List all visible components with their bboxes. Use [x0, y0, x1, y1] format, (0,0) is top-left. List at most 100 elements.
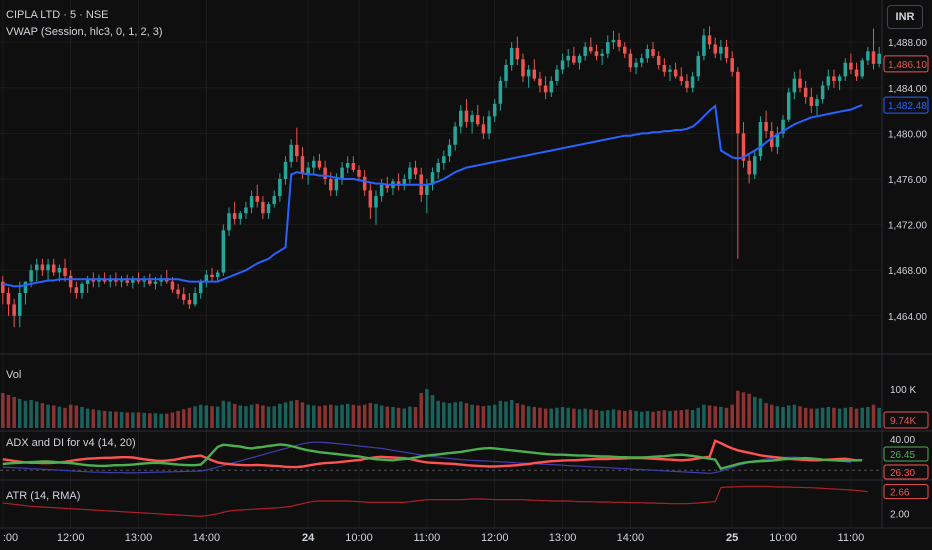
volume-bar[interactable]	[306, 404, 310, 428]
candle-body[interactable]	[68, 275, 73, 288]
volume-bar[interactable]	[312, 405, 316, 428]
volume-bar[interactable]	[803, 407, 808, 428]
candle-body[interactable]	[606, 42, 610, 54]
candle-body[interactable]	[170, 281, 175, 290]
volume-bar[interactable]	[453, 402, 457, 428]
volume-bar[interactable]	[125, 412, 129, 428]
candle-body[interactable]	[826, 76, 831, 86]
candle-body[interactable]	[543, 85, 548, 93]
volume-pane-title[interactable]: Vol	[6, 369, 22, 381]
volume-bar[interactable]	[34, 401, 39, 428]
candle-body[interactable]	[719, 46, 723, 54]
candle-body[interactable]	[80, 283, 84, 293]
volume-bar[interactable]	[741, 392, 746, 428]
volume-bar[interactable]	[769, 404, 774, 428]
volume-bar[interactable]	[368, 403, 373, 428]
volume-bar[interactable]	[719, 407, 723, 428]
volume-bar[interactable]	[442, 402, 446, 428]
volume-bar[interactable]	[187, 407, 192, 428]
volume-bar[interactable]	[555, 407, 559, 428]
volume-bar[interactable]	[820, 407, 825, 428]
vwap-legend[interactable]: VWAP (Session, hlc3, 0, 1, 2, 3)	[6, 26, 163, 38]
candle-body[interactable]	[85, 279, 90, 284]
volume-bar[interactable]	[385, 406, 390, 428]
candle-body[interactable]	[532, 69, 537, 79]
candle-body[interactable]	[12, 304, 16, 316]
candle-body[interactable]	[91, 279, 96, 282]
volume-bar[interactable]	[345, 403, 350, 428]
volume-bar[interactable]	[849, 407, 853, 428]
candle-body[interactable]	[736, 71, 740, 134]
volume-pane[interactable]	[1, 389, 881, 428]
candle-body[interactable]	[374, 196, 378, 208]
candle-body[interactable]	[566, 55, 570, 61]
volume-bar[interactable]	[871, 404, 876, 428]
volume-bar[interactable]	[204, 405, 209, 428]
candle-body[interactable]	[679, 76, 684, 81]
volume-bar[interactable]	[781, 407, 785, 428]
volume-bar[interactable]	[362, 404, 367, 428]
volume-bar[interactable]	[690, 410, 695, 428]
candle-body[interactable]	[283, 161, 288, 179]
volume-bar[interactable]	[753, 396, 757, 428]
volume-bar[interactable]	[606, 410, 610, 428]
atr-line[interactable]	[2, 485, 868, 517]
candle-body[interactable]	[18, 293, 22, 316]
candle-body[interactable]	[634, 62, 638, 68]
candle-body[interactable]	[51, 264, 56, 273]
volume-bar[interactable]	[436, 400, 440, 428]
candle-body[interactable]	[300, 156, 305, 174]
volume-bar[interactable]	[29, 400, 33, 428]
candle-body[interactable]	[843, 62, 848, 77]
volume-bar[interactable]	[826, 407, 831, 428]
volume-bar[interactable]	[713, 406, 717, 428]
candle-body[interactable]	[871, 51, 876, 64]
candle-body[interactable]	[272, 196, 276, 205]
volume-bar[interactable]	[80, 407, 84, 428]
candle-body[interactable]	[408, 167, 412, 179]
candle-body[interactable]	[622, 46, 627, 54]
atr-pane-title[interactable]: ATR (14, RMA)	[6, 490, 81, 502]
volume-bar[interactable]	[114, 411, 118, 428]
candle-body[interactable]	[1, 281, 5, 293]
candle-body[interactable]	[498, 80, 503, 104]
adx-pane[interactable]	[0, 439, 882, 474]
candle-body[interactable]	[187, 299, 192, 305]
volume-bar[interactable]	[504, 401, 508, 428]
candle-body[interactable]	[481, 124, 486, 134]
volume-bar[interactable]	[23, 400, 28, 428]
volume-bar[interactable]	[481, 406, 486, 428]
candle-body[interactable]	[317, 160, 322, 168]
volume-bar[interactable]	[255, 403, 260, 428]
volume-bar[interactable]	[866, 407, 870, 428]
volume-bar[interactable]	[408, 406, 412, 428]
volume-bar[interactable]	[577, 409, 582, 428]
candle-body[interactable]	[221, 230, 226, 273]
volume-bar[interactable]	[244, 406, 248, 428]
candle-body[interactable]	[232, 213, 237, 219]
candle-body[interactable]	[345, 163, 350, 168]
candle-body[interactable]	[289, 144, 293, 162]
candle-body[interactable]	[142, 280, 146, 282]
candle-body[interactable]	[413, 167, 418, 175]
volume-bar[interactable]	[227, 401, 231, 428]
volume-bar[interactable]	[651, 411, 655, 428]
volume-bar[interactable]	[334, 405, 339, 428]
candle-body[interactable]	[181, 294, 186, 300]
volume-bar[interactable]	[193, 406, 197, 428]
candle-body[interactable]	[696, 55, 701, 77]
volume-bar[interactable]	[549, 408, 554, 428]
volume-bar[interactable]	[639, 411, 644, 428]
candle-body[interactable]	[323, 167, 327, 179]
currency-button[interactable]: INR	[887, 5, 923, 29]
vwap-line[interactable]	[2, 104, 863, 288]
candle-body[interactable]	[261, 201, 265, 214]
volume-bar[interactable]	[289, 400, 293, 428]
candle-body[interactable]	[442, 156, 446, 164]
candle-body[interactable]	[509, 47, 514, 65]
volume-bar[interactable]	[374, 403, 378, 428]
volume-bar[interactable]	[747, 393, 751, 428]
candle-body[interactable]	[340, 167, 344, 179]
volume-bar[interactable]	[622, 410, 627, 428]
candle-body[interactable]	[560, 60, 565, 70]
